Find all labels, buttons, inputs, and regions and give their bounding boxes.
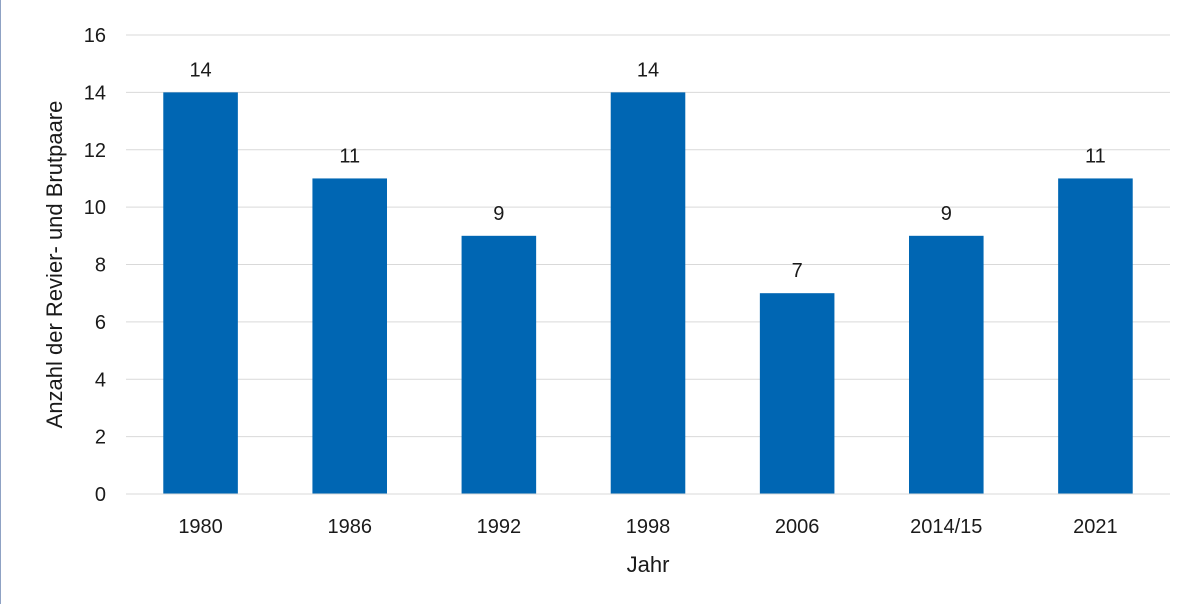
y-tick-label: 16 [84,25,106,47]
y-tick-label: 2 [95,427,106,449]
gridlines [126,34,1170,438]
y-tick-label: 10 [84,197,106,219]
bar [1058,178,1133,494]
data-label: 7 [792,260,803,282]
y-axis-ticks: 0 2 4 6 8 10 12 14 16 [84,25,106,506]
x-axis-ticks: 1980 1986 1992 1998 2006 2014/15 2021 [178,516,1117,538]
bar [312,178,387,494]
bar [163,92,238,494]
data-label: 9 [941,203,952,225]
y-axis-title: Anzahl der Revier- und Brutpaare [42,101,67,429]
x-tick-label: 1998 [626,516,671,538]
x-axis-title: Jahr [627,552,670,577]
data-label: 11 [1085,145,1106,167]
data-label: 14 [637,59,659,81]
data-label: 11 [339,145,360,167]
y-tick-label: 6 [95,312,106,334]
bar [461,235,537,494]
x-tick-label: 1992 [477,516,522,538]
y-tick-label: 8 [95,255,106,277]
data-label: 14 [189,59,211,81]
x-tick-label: 1986 [327,516,372,538]
bars [163,92,1133,494]
x-tick-label: 1980 [178,516,223,538]
x-tick-label: 2014/15 [910,516,982,538]
x-tick-label: 2006 [775,516,820,538]
x-tick-label: 2021 [1073,516,1118,538]
y-tick-label: 14 [84,82,106,104]
bar [759,293,835,494]
y-tick-label: 0 [95,484,106,506]
y-tick-label: 4 [95,369,106,391]
bar [610,92,686,494]
data-labels: 14 11 9 14 7 9 11 [189,59,1105,282]
data-label: 9 [493,203,504,225]
bar [909,235,984,494]
y-tick-label: 12 [84,140,106,162]
